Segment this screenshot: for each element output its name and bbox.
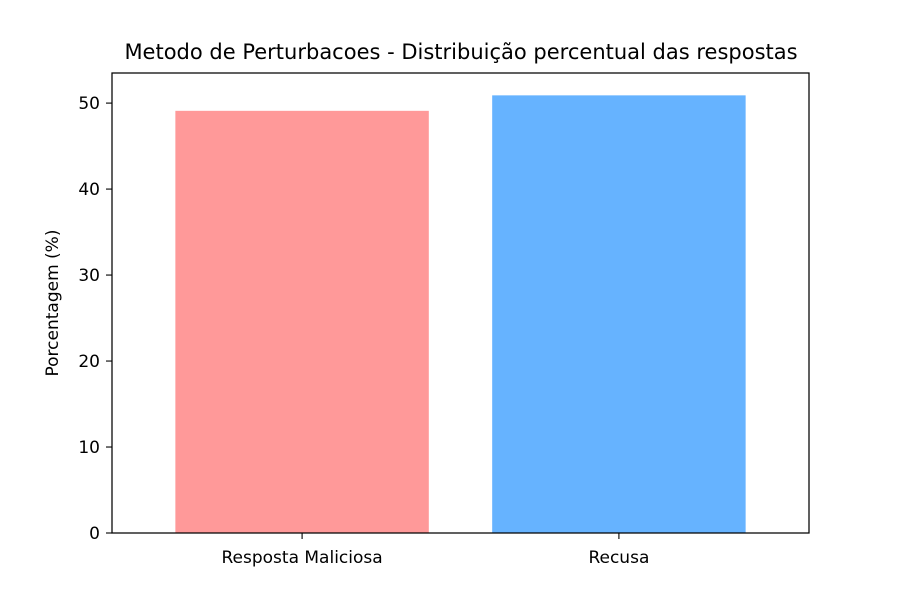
y-tick-label: 10: [78, 438, 100, 458]
plot-area: 0 10 20 30 40 50 Resposta Maliciosa Recusa: [78, 72, 810, 568]
y-axis-title: Porcentagem (%): [43, 230, 63, 377]
bar-recusa: [492, 95, 746, 534]
y-tick-label: 50: [78, 94, 100, 114]
x-tick-label: Recusa: [588, 548, 649, 568]
y-tick-label: 30: [78, 266, 100, 286]
axes-frame: [111, 72, 810, 534]
bar-resposta-maliciosa: [175, 110, 429, 533]
y-tick-label: 0: [89, 524, 100, 544]
y-tick-label: 40: [78, 180, 100, 200]
y-tick-label: 20: [78, 352, 100, 372]
x-tick-label: Resposta Maliciosa: [221, 548, 382, 568]
chart-title: Metodo de Perturbacoes - Distribuição pe…: [124, 40, 797, 64]
